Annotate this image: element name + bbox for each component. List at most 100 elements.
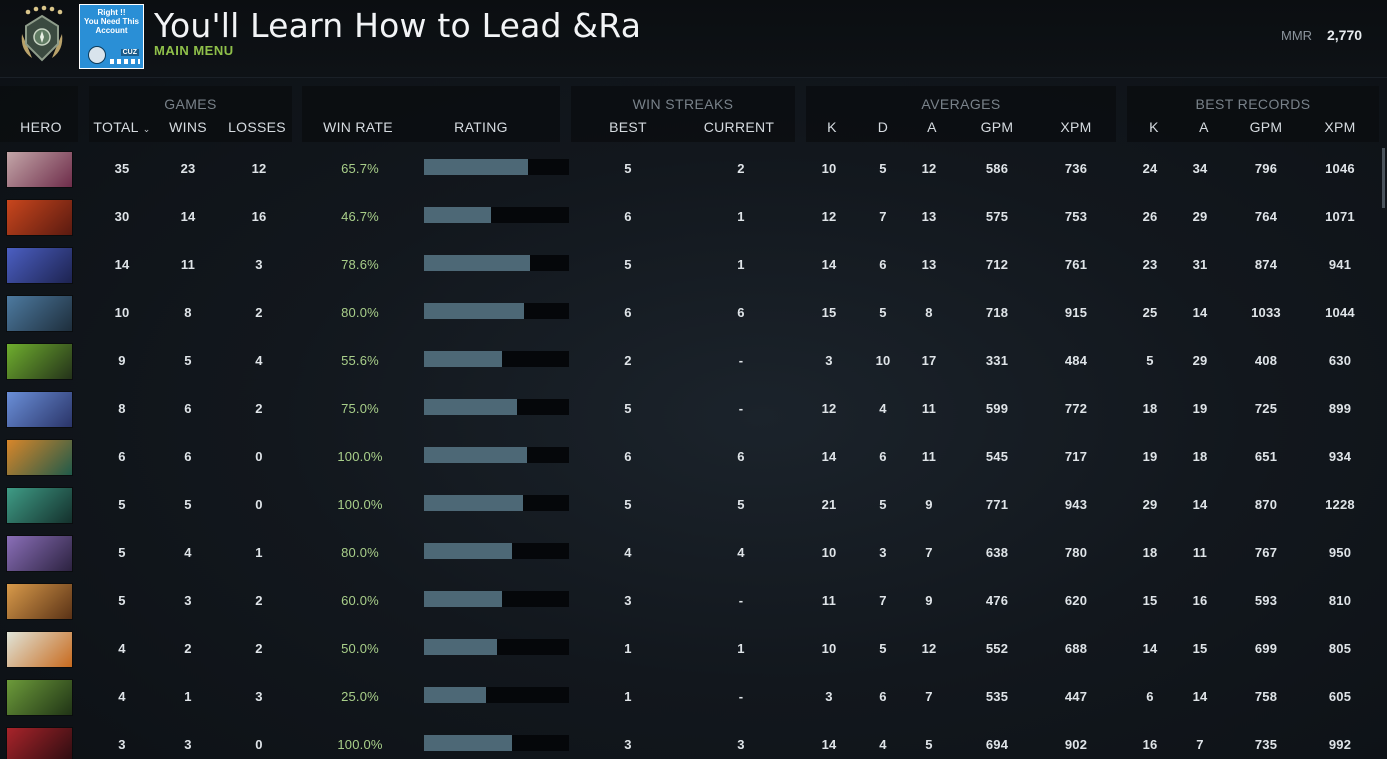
- cell-best-gpm: 699: [1254, 641, 1278, 656]
- cell-wins: 6: [184, 401, 192, 416]
- cell-best-a: 15: [1192, 641, 1208, 656]
- hero-portrait[interactable]: [6, 535, 73, 572]
- table-row[interactable]: 5 4 1 80.0% 4 4 10 3 7 638 780 18 11 767 950: [0, 532, 1387, 576]
- cell-best: 4: [624, 545, 632, 560]
- cell-losses: 2: [255, 401, 263, 416]
- table-row[interactable]: 5 5 0 100.0% 5 5 21 5 9 771 943 29 14 870 1228: [0, 484, 1387, 528]
- rating-bar: [424, 591, 569, 607]
- cell-win-rate: 80.0%: [341, 305, 379, 320]
- col-header-best-xpm[interactable]: XPM: [1324, 119, 1356, 135]
- table-row[interactable]: 4 2 2 50.0% 1 1 10 5 12 552 688 14 15 699 805: [0, 628, 1387, 672]
- cell-gpm: 552: [985, 641, 1009, 656]
- table-row[interactable]: 9 5 4 55.6% 2 - 3 10 17 331 484 5 29 408 630: [0, 340, 1387, 384]
- col-header-best-k[interactable]: K: [1149, 119, 1159, 135]
- col-header-hero[interactable]: HERO: [20, 119, 62, 135]
- hero-portrait[interactable]: [6, 679, 73, 716]
- cell-k: 15: [821, 305, 837, 320]
- hero-portrait[interactable]: [6, 487, 73, 524]
- cell-best-xpm: 934: [1328, 449, 1352, 464]
- cell-best-xpm: 810: [1328, 593, 1352, 608]
- main-menu-link[interactable]: MAIN MENU: [154, 43, 234, 58]
- cell-best-xpm: 941: [1328, 257, 1352, 272]
- cell-d: 6: [879, 449, 887, 464]
- avatar-tag: CUZ: [120, 49, 139, 56]
- hero-portrait[interactable]: [6, 151, 73, 188]
- col-header-best[interactable]: BEST: [609, 119, 647, 135]
- hero-portrait[interactable]: [6, 295, 73, 332]
- col-header-a[interactable]: A: [927, 119, 937, 135]
- cell-total: 10: [114, 305, 130, 320]
- cell-k: 12: [821, 209, 837, 224]
- cell-gpm: 694: [985, 737, 1009, 752]
- cell-best-gpm: 651: [1254, 449, 1278, 464]
- hero-portrait[interactable]: [6, 391, 73, 428]
- player-avatar[interactable]: Right !! You Need This Account CUZ: [79, 4, 144, 69]
- cell-k: 10: [821, 161, 837, 176]
- cell-losses: 2: [255, 305, 263, 320]
- cell-xpm: 753: [1064, 209, 1088, 224]
- cell-d: 5: [879, 497, 887, 512]
- cell-win-rate: 75.0%: [341, 401, 379, 416]
- hero-portrait[interactable]: [6, 631, 73, 668]
- cell-best-xpm: 630: [1328, 353, 1352, 368]
- hero-portrait[interactable]: [6, 727, 73, 759]
- table-row[interactable]: 30 14 16 46.7% 6 1 12 7 13 575 753 26 29 764 1071: [0, 196, 1387, 240]
- cell-a: 12: [921, 641, 937, 656]
- cell-best-k: 14: [1142, 641, 1158, 656]
- cell-best-k: 16: [1142, 737, 1158, 752]
- cell-k: 14: [821, 257, 837, 272]
- hero-portrait[interactable]: [6, 343, 73, 380]
- table-row[interactable]: 10 8 2 80.0% 6 6 15 5 8 718 915 25 14 1033 1044: [0, 292, 1387, 336]
- cell-current: -: [738, 689, 744, 704]
- cell-a: 9: [925, 497, 933, 512]
- rating-bar: [424, 399, 569, 415]
- cell-best-gpm: 870: [1254, 497, 1278, 512]
- col-header-best-a[interactable]: A: [1199, 119, 1209, 135]
- col-header-win-rate[interactable]: WIN RATE: [323, 119, 393, 135]
- table-row[interactable]: 5 3 2 60.0% 3 - 11 7 9 476 620 15 16 593 810: [0, 580, 1387, 624]
- cell-win-rate: 78.6%: [341, 257, 379, 272]
- hero-portrait[interactable]: [6, 439, 73, 476]
- hero-portrait[interactable]: [6, 199, 73, 236]
- rating-bar-fill: [424, 495, 523, 511]
- col-header-k[interactable]: K: [827, 119, 837, 135]
- cell-wins: 4: [184, 545, 192, 560]
- table-row[interactable]: 3 3 0 100.0% 3 3 14 4 5 694 902 16 7 735 992: [0, 724, 1387, 759]
- cell-current: 5: [737, 497, 745, 512]
- cell-best-k: 25: [1142, 305, 1158, 320]
- cell-best-k: 24: [1142, 161, 1158, 176]
- cell-win-rate: 55.6%: [341, 353, 379, 368]
- cell-current: 1: [737, 257, 745, 272]
- hero-portrait[interactable]: [6, 583, 73, 620]
- table-row[interactable]: 4 1 3 25.0% 1 - 3 6 7 535 447 6 14 758 605: [0, 676, 1387, 720]
- cell-best-xpm: 1046: [1325, 161, 1355, 176]
- cell-best-a: 34: [1192, 161, 1208, 176]
- group-title-best-records: BEST RECORDS: [1195, 96, 1311, 112]
- col-header-gpm[interactable]: GPM: [980, 119, 1014, 135]
- col-header-rating[interactable]: RATING: [454, 119, 508, 135]
- hero-portrait[interactable]: [6, 247, 73, 284]
- col-header-xpm[interactable]: XPM: [1060, 119, 1092, 135]
- cell-gpm: 575: [985, 209, 1009, 224]
- col-header-d[interactable]: D: [877, 119, 889, 135]
- cell-win-rate: 25.0%: [341, 689, 379, 704]
- rating-bar-fill: [424, 735, 512, 751]
- table-row[interactable]: 35 23 12 65.7% 5 2 10 5 12 586 736 24 34 796 1046: [0, 148, 1387, 192]
- table-row[interactable]: 8 6 2 75.0% 5 - 12 4 11 599 772 18 19 725 899: [0, 388, 1387, 432]
- avatar-text-2: You Need This: [84, 17, 139, 26]
- table-row[interactable]: 6 6 0 100.0% 6 6 14 6 11 545 717 19 18 651 934: [0, 436, 1387, 480]
- cell-best-k: 18: [1142, 401, 1158, 416]
- col-header-losses[interactable]: LOSSES: [228, 119, 286, 135]
- scrollbar-thumb[interactable]: [1382, 148, 1385, 208]
- col-header-current[interactable]: CURRENT: [703, 119, 775, 135]
- cell-xpm: 447: [1064, 689, 1088, 704]
- cell-total: 9: [118, 353, 126, 368]
- rate-header-block: [302, 86, 560, 142]
- cell-best: 5: [624, 401, 632, 416]
- table-row[interactable]: 14 11 3 78.6% 5 1 14 6 13 712 761 23 31 874 941: [0, 244, 1387, 288]
- col-header-total[interactable]: TOTAL ⌄: [92, 119, 152, 135]
- col-header-best-gpm[interactable]: GPM: [1249, 119, 1283, 135]
- col-header-wins[interactable]: WINS: [169, 119, 207, 135]
- cell-gpm: 712: [985, 257, 1009, 272]
- cell-k: 12: [821, 401, 837, 416]
